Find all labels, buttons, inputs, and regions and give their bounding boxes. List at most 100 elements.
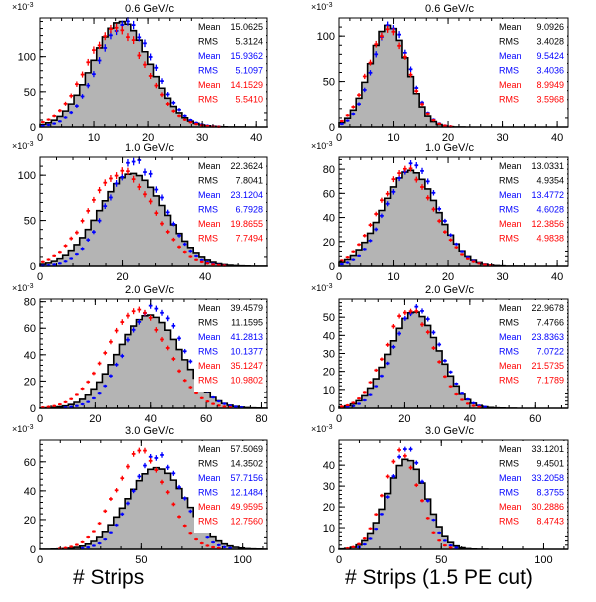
x-tick-label: 0 bbox=[336, 271, 342, 283]
blue-series-point bbox=[154, 186, 159, 193]
blue-series-point bbox=[351, 112, 356, 116]
red-series-point bbox=[222, 405, 227, 408]
red-series-point bbox=[357, 396, 361, 400]
blue-series-point bbox=[126, 159, 130, 167]
blue-series-point bbox=[182, 496, 187, 501]
red-series-point bbox=[114, 488, 119, 493]
stats-label: RMS bbox=[499, 517, 519, 527]
blue-series-point bbox=[380, 213, 384, 219]
stats-value: 14.1529 bbox=[230, 80, 263, 90]
red-series-point bbox=[126, 167, 130, 175]
red-series-point bbox=[58, 108, 62, 113]
blue-series-point bbox=[345, 119, 350, 122]
blue-series-point bbox=[120, 512, 125, 517]
stats-value: 30.2886 bbox=[531, 502, 564, 512]
red-series-point bbox=[109, 24, 113, 34]
stats-value: 6.7928 bbox=[235, 205, 263, 215]
x-tick-label: 40 bbox=[551, 132, 563, 144]
x-tick-label: 40 bbox=[551, 271, 563, 283]
blue-series-point bbox=[188, 359, 193, 364]
plot-frame bbox=[39, 439, 268, 550]
y-exponent-label: ×10-3 bbox=[311, 2, 333, 12]
y-exponent-power: -3 bbox=[326, 2, 332, 9]
y-tick-label: 0 bbox=[30, 544, 36, 556]
blue-series-point bbox=[92, 396, 96, 400]
red-series-point bbox=[420, 322, 424, 327]
red-series-point bbox=[143, 61, 147, 68]
blue-series-point bbox=[114, 523, 119, 527]
red-series-point bbox=[340, 405, 344, 408]
stats-box bbox=[194, 300, 266, 392]
blue-series-point bbox=[374, 385, 379, 388]
blue-series-point bbox=[75, 104, 79, 108]
red-series-point bbox=[171, 356, 176, 362]
red-series-point bbox=[160, 221, 164, 227]
blue-series-point bbox=[437, 206, 442, 212]
y-tick-label: 40 bbox=[323, 460, 335, 472]
red-series-point bbox=[109, 339, 113, 345]
stats-label: RMS bbox=[499, 37, 519, 47]
blue-series-point bbox=[143, 39, 147, 48]
blue-series-point bbox=[188, 509, 193, 514]
red-series-point bbox=[345, 256, 350, 259]
histogram-panel: 2.0 GeV/c ×10-3 0 20 40 60 80 0 20 40 60 80 Mean 39.4… bbox=[12, 283, 268, 425]
stats-value: 9.0926 bbox=[536, 22, 564, 32]
blue-series-point bbox=[391, 474, 396, 479]
blue-series-point bbox=[103, 384, 108, 388]
x-tick-label: 10 bbox=[88, 132, 100, 144]
red-series-point bbox=[126, 33, 130, 42]
blue-series-point bbox=[171, 221, 176, 227]
red-series-point bbox=[362, 234, 367, 238]
stats-label: RMS bbox=[198, 37, 218, 47]
red-series-point bbox=[46, 258, 51, 261]
blue-series-point bbox=[368, 239, 373, 243]
blue-series-point bbox=[165, 315, 170, 322]
blue-series-point bbox=[131, 327, 136, 333]
stats-value: 4.9354 bbox=[536, 176, 564, 186]
y-tick-label: 0 bbox=[30, 261, 36, 273]
x-tick-label: 0 bbox=[336, 554, 342, 566]
red-series-point bbox=[351, 401, 356, 404]
red-series-point bbox=[75, 230, 79, 235]
y-tick-label: 0 bbox=[30, 122, 36, 134]
blue-series-point bbox=[171, 470, 176, 476]
stats-label: Mean bbox=[499, 444, 522, 454]
stats-value: 19.8655 bbox=[230, 219, 263, 229]
stats-box bbox=[495, 158, 567, 250]
red-series-point bbox=[97, 41, 102, 50]
blue-series-point bbox=[63, 260, 68, 263]
red-series-point bbox=[194, 258, 198, 261]
blue-series-point bbox=[165, 209, 170, 216]
stats-label: Mean bbox=[499, 51, 522, 61]
red-series-point bbox=[414, 88, 419, 94]
blue-series-point bbox=[75, 404, 79, 407]
red-series-point bbox=[109, 496, 113, 502]
panel-title: 1.0 GeV/c bbox=[125, 142, 174, 154]
red-series-point bbox=[408, 465, 413, 470]
red-series-point bbox=[69, 545, 74, 548]
x-tick-label: 20 bbox=[116, 271, 128, 283]
red-series-point bbox=[120, 319, 125, 325]
blue-series-point bbox=[368, 70, 373, 76]
x-tick-label: 30 bbox=[196, 132, 208, 144]
blue-series-point bbox=[103, 537, 108, 541]
blue-series-point bbox=[357, 402, 361, 405]
blue-series-point bbox=[233, 405, 238, 408]
histogram-panel: 1.0 GeV/c ×10-3 0 20 40 0 50 100 Mean 22.3624 RMS 7… bbox=[12, 141, 268, 283]
blue-series-point bbox=[97, 541, 102, 545]
red-series-point bbox=[143, 191, 147, 198]
red-series-point bbox=[460, 253, 464, 256]
red-series-point bbox=[460, 398, 464, 401]
x-tick-label: 60 bbox=[200, 413, 212, 425]
blue-series-point bbox=[137, 319, 142, 325]
blue-series-point bbox=[402, 315, 407, 321]
histogram-panel: 0.6 GeV/c ×10-3 0 10 20 30 40 0 50 100 Mean 15.0625… bbox=[12, 2, 268, 144]
blue-series-point bbox=[80, 402, 85, 406]
red-series-point bbox=[92, 46, 96, 54]
red-series-point bbox=[171, 109, 176, 113]
blue-series-point bbox=[52, 263, 57, 266]
stats-label: RMS bbox=[499, 459, 519, 469]
y-tick-label: 0 bbox=[329, 544, 335, 556]
blue-series-point bbox=[52, 122, 57, 125]
blue-series-point bbox=[126, 17, 130, 26]
